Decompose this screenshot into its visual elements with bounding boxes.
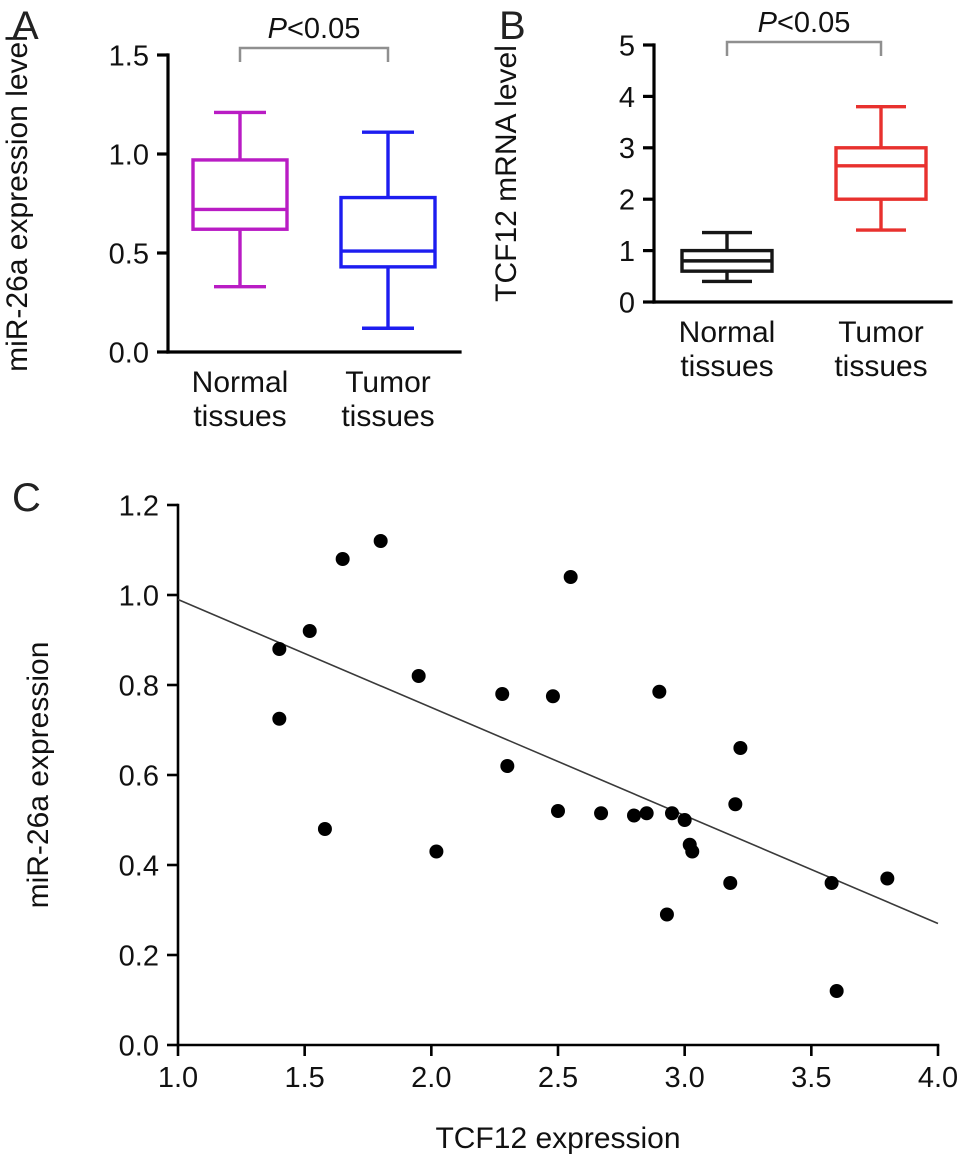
x-axis-label: TCF12 expression	[435, 1122, 680, 1155]
y-axis-label: TCF12 mRNA level	[490, 45, 523, 302]
y-tick-label: 0.2	[119, 940, 159, 972]
data-point	[639, 806, 654, 821]
box-normal	[680, 230, 774, 284]
panel-a-letter: A	[12, 4, 39, 48]
y-tick-label: 0.4	[119, 850, 159, 882]
y-axis-ticks: 0.0 0.5 1.0 1.5	[109, 40, 168, 369]
panel-b-letter: B	[499, 4, 526, 48]
x-tick-label: 1.5	[285, 1062, 325, 1094]
category-label: Tumor	[838, 316, 924, 349]
y-tick-label: 1	[619, 236, 635, 268]
x-tick-label: 2.0	[411, 1062, 451, 1094]
significance-bracket: P<0.05	[238, 13, 390, 62]
y-axis-ticks: 0.0 0.2 0.4 0.6 0.8 1.0 1.2	[119, 490, 178, 1062]
data-point	[500, 759, 515, 773]
data-point	[824, 876, 839, 890]
y-tick-label: 0.5	[109, 238, 149, 270]
axes	[652, 43, 953, 304]
data-point	[652, 684, 667, 699]
category-label: tissues	[680, 350, 773, 383]
data-point	[272, 711, 287, 726]
category-label: Tumor	[345, 366, 431, 399]
data-point	[272, 642, 287, 656]
category-label: Normal	[192, 366, 289, 399]
category-label: Normal	[679, 316, 776, 349]
data-point	[495, 687, 510, 701]
x-tick-label: 1.0	[158, 1062, 198, 1094]
y-tick-label: 0.6	[119, 760, 159, 792]
data-point	[429, 844, 444, 859]
panel-b: B 0 1 2 3 4 5 P<0.05 Normal tissues Tumor tissues T…	[489, 0, 969, 460]
data-point	[880, 871, 895, 886]
y-tick-label: 1.5	[109, 40, 149, 72]
x-tick-label: 3.5	[791, 1062, 831, 1094]
data-point	[733, 741, 748, 755]
panel-c-scatter-chart: 1.0 1.5 2.0 2.5 3.0 3.5 4.00.00.20.40.60.81.01…	[22, 490, 958, 1155]
x-tick-label: 3.0	[665, 1062, 705, 1094]
panel-a: A 0.0 0.5 1.0 1.5 P<0.05 Normal tissues Tumor ti…	[0, 0, 489, 460]
axes	[176, 503, 940, 1047]
box-tumor	[339, 130, 437, 330]
y-tick-label: 1.0	[119, 580, 159, 612]
y-tick-label: 1.2	[119, 490, 159, 522]
data-point	[829, 984, 844, 998]
data-point	[545, 689, 560, 704]
data-point	[411, 669, 426, 683]
y-tick-label: 0.0	[119, 1030, 159, 1062]
y-tick-label: 0	[619, 287, 635, 319]
panel-a-boxplot-chart: 0.00.51.01.5P<0.05NormaltissuesTumortiss…	[1, 13, 462, 433]
category-label: tissues	[341, 400, 434, 433]
box-normal	[191, 110, 289, 289]
data-point	[665, 806, 679, 821]
y-axis-label: miR-26a expression level	[1, 35, 34, 372]
panel-c-letter: C	[12, 476, 41, 520]
data-point	[723, 876, 738, 890]
data-point	[317, 822, 332, 836]
box-tumor	[834, 104, 928, 232]
y-tick-label: 0.0	[109, 337, 149, 369]
data-point	[563, 570, 578, 584]
y-axis-label: miR-26a expression	[22, 642, 55, 909]
panel-c: C 1.0 1.5 2.0 2.5 3.0 3.5 4.0 0.0 0.2 0.4 0.6 0.8 1.…	[0, 460, 969, 1170]
y-tick-label: 5	[619, 30, 635, 62]
data-point	[685, 844, 700, 859]
category-label: tissues	[834, 350, 927, 383]
significance-bracket: P<0.05	[725, 7, 883, 56]
category-label: tissues	[193, 400, 286, 433]
data-point	[677, 813, 692, 827]
data-point	[659, 907, 674, 922]
x-tick-label: 4.0	[918, 1062, 958, 1094]
data-point	[302, 624, 317, 638]
y-tick-label: 0.8	[119, 670, 159, 702]
data-point	[627, 808, 641, 823]
data-point	[551, 804, 565, 818]
trend-line	[177, 598, 939, 925]
axes	[166, 53, 462, 354]
significance-label: P<0.05	[758, 7, 851, 39]
y-tick-label: 4	[619, 82, 635, 114]
significance-label: P<0.05	[268, 13, 361, 45]
y-tick-label: 2	[619, 185, 635, 217]
y-axis-ticks: 0 1 2 3 4 5	[619, 30, 654, 319]
x-axis-ticks: 1.0 1.5 2.0 2.5 3.0 3.5 4.0	[158, 1045, 958, 1094]
data-point	[594, 806, 609, 821]
x-tick-label: 2.5	[538, 1062, 578, 1094]
data-point	[373, 534, 388, 548]
data-point	[728, 797, 743, 812]
panel-b-boxplot-chart: 012345P<0.05NormaltissuesTumortissuesTCF…	[490, 7, 953, 383]
data-point	[335, 552, 350, 566]
y-tick-label: 3	[619, 133, 635, 165]
y-tick-label: 1.0	[109, 139, 149, 171]
scatter-points	[272, 534, 895, 998]
